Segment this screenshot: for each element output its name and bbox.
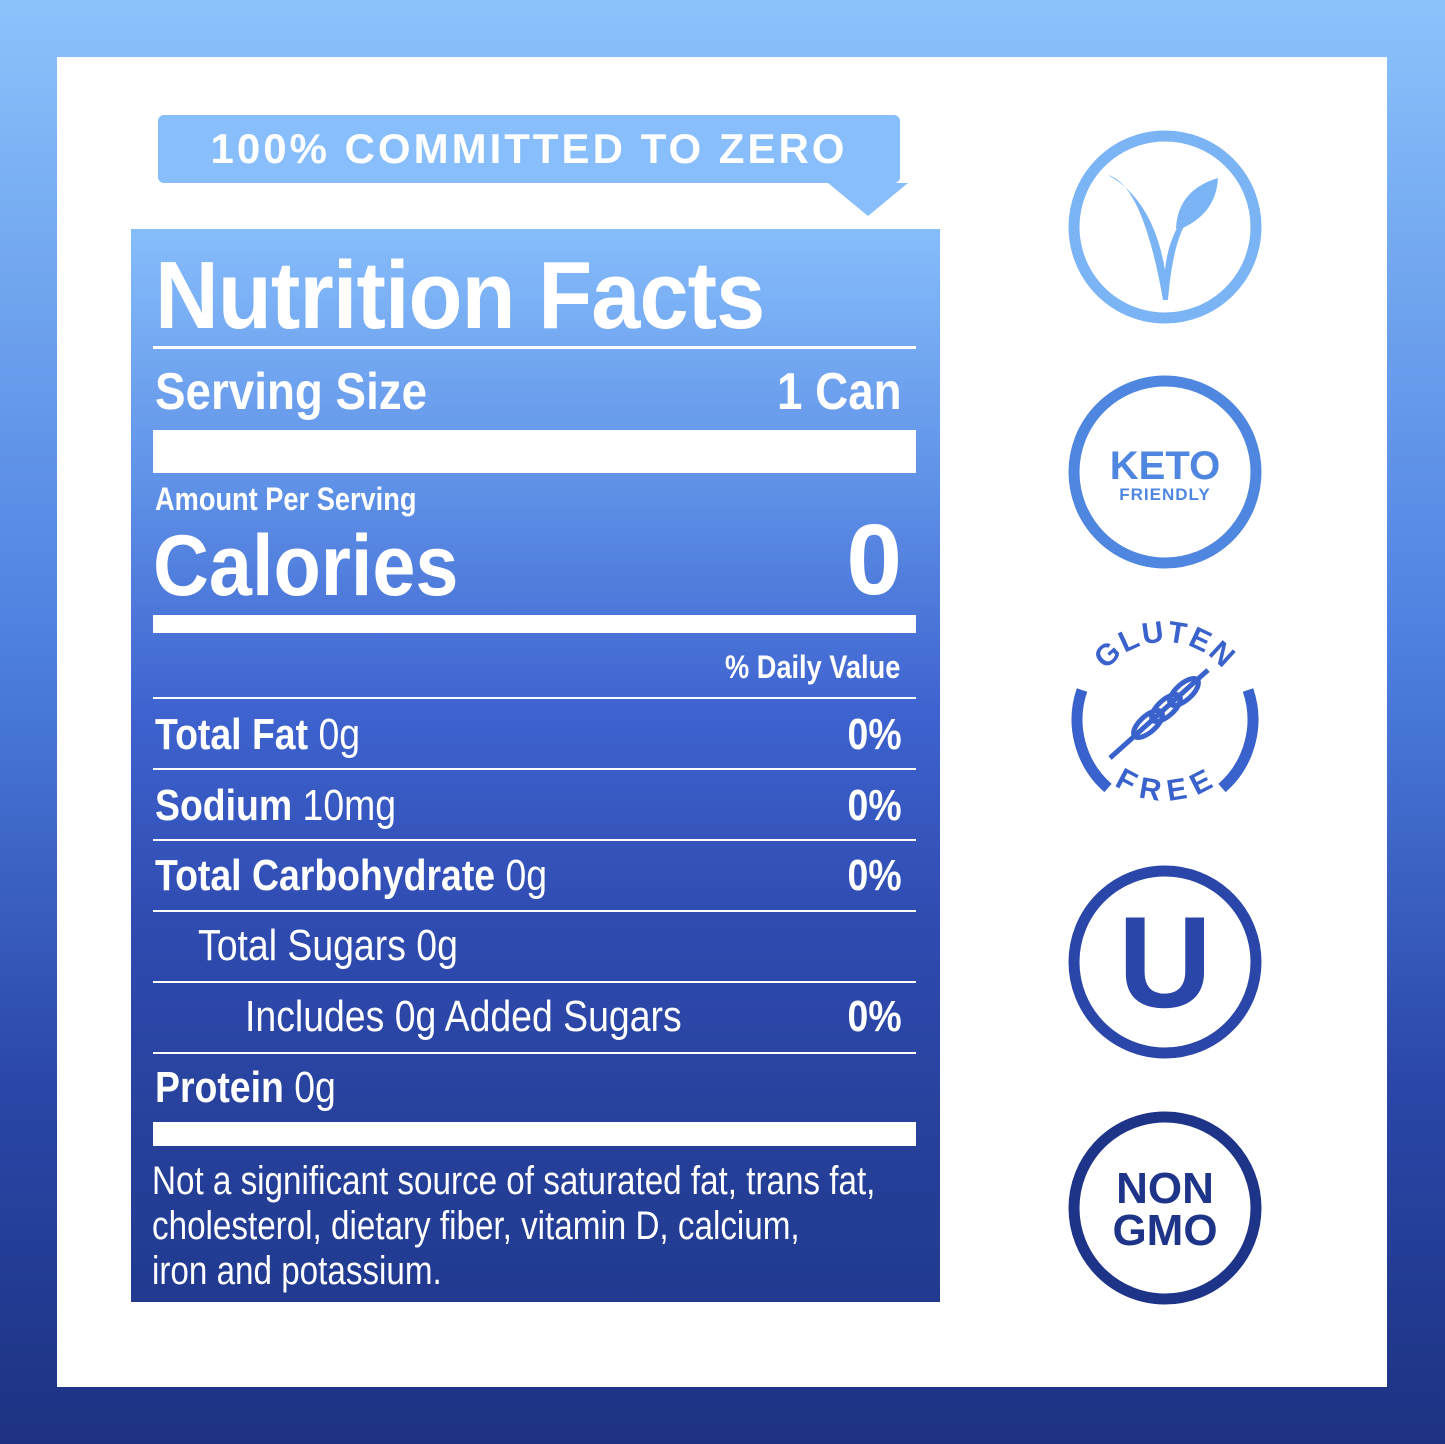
badge-ring	[1068, 1111, 1262, 1305]
gluten-free-badge: GLUTEN FREE	[1071, 620, 1259, 808]
non-text: NON	[1116, 1164, 1214, 1213]
vegan-badge	[1068, 130, 1262, 324]
divider	[153, 839, 916, 841]
daily-value-header: % Daily Value	[724, 649, 900, 685]
divider	[153, 697, 916, 699]
divider	[153, 981, 916, 983]
non-gmo-badge: NON GMO	[1068, 1111, 1262, 1305]
serving-size-value: 1 Can	[777, 363, 902, 421]
divider	[153, 768, 916, 770]
nutrient-amount: 0g	[294, 1063, 336, 1112]
bottom-divider	[153, 1122, 916, 1146]
banner-arrow-icon	[828, 183, 908, 216]
calories-label: Calories	[153, 518, 459, 614]
nutrient-name: Total Fat	[155, 710, 309, 759]
committed-banner: 100% COMMITTED TO ZERO	[158, 115, 900, 183]
nutrient-dv: 0%	[847, 992, 902, 1041]
footnote-line: iron and potassium.	[152, 1249, 442, 1293]
wheat-icon	[1108, 668, 1210, 760]
nutrient-name: Total Carbohydrate	[155, 851, 496, 900]
badge-ring	[1068, 865, 1262, 1059]
divider	[153, 910, 916, 912]
nutrient-label: Total Fat 0g	[155, 710, 360, 760]
badge-ring	[1068, 375, 1262, 569]
vegan-v-leaf-icon	[1108, 175, 1218, 300]
keto-friendly-badge: KETO FRIENDLY	[1068, 375, 1262, 569]
nutrient-amount: 0g	[505, 851, 548, 900]
thick-divider	[153, 430, 916, 473]
nutrition-title: Nutrition Facts	[155, 242, 765, 349]
gmo-text: GMO	[1112, 1206, 1217, 1255]
divider	[153, 346, 916, 349]
nutrient-name: Includes 0g Added Sugars	[245, 992, 682, 1041]
medium-divider	[153, 615, 916, 633]
keto-text: KETO	[1110, 444, 1220, 488]
nutrient-name: Total Sugars 0g	[198, 921, 458, 970]
kosher-badge: U	[1068, 865, 1262, 1059]
nutrient-label: Protein 0g	[155, 1063, 336, 1113]
footnote-line: Not a significant source of saturated fa…	[152, 1159, 876, 1203]
serving-size-label: Serving Size	[155, 363, 428, 421]
nutrient-dv: 0%	[847, 710, 902, 759]
gluten-text: GLUTEN	[1088, 620, 1242, 675]
badge-ring	[1068, 130, 1262, 324]
nutrient-amount: 0g	[318, 710, 361, 759]
nutrient-label: Sodium 10mg	[155, 781, 396, 831]
nutrient-name: Sodium	[155, 781, 293, 830]
nutrient-amount: 10mg	[302, 781, 397, 830]
friendly-text: FRIENDLY	[1119, 485, 1210, 504]
nutrient-name: Protein	[155, 1063, 284, 1112]
nutrient-dv: 0%	[847, 851, 902, 900]
amount-per-serving: Amount Per Serving	[155, 481, 417, 517]
nutrition-facts-panel: Nutrition Facts Serving Size 1 Can Amoun…	[131, 229, 940, 1302]
calories-value: 0	[846, 504, 902, 616]
nutrient-dv: 0%	[847, 781, 902, 830]
footnote-line: cholesterol, dietary fiber, vitamin D, c…	[152, 1204, 800, 1248]
free-text: FREE	[1110, 762, 1219, 808]
kosher-u-icon: U	[1118, 889, 1212, 1035]
nutrient-label: Total Carbohydrate 0g	[155, 851, 547, 901]
divider	[153, 1052, 916, 1054]
